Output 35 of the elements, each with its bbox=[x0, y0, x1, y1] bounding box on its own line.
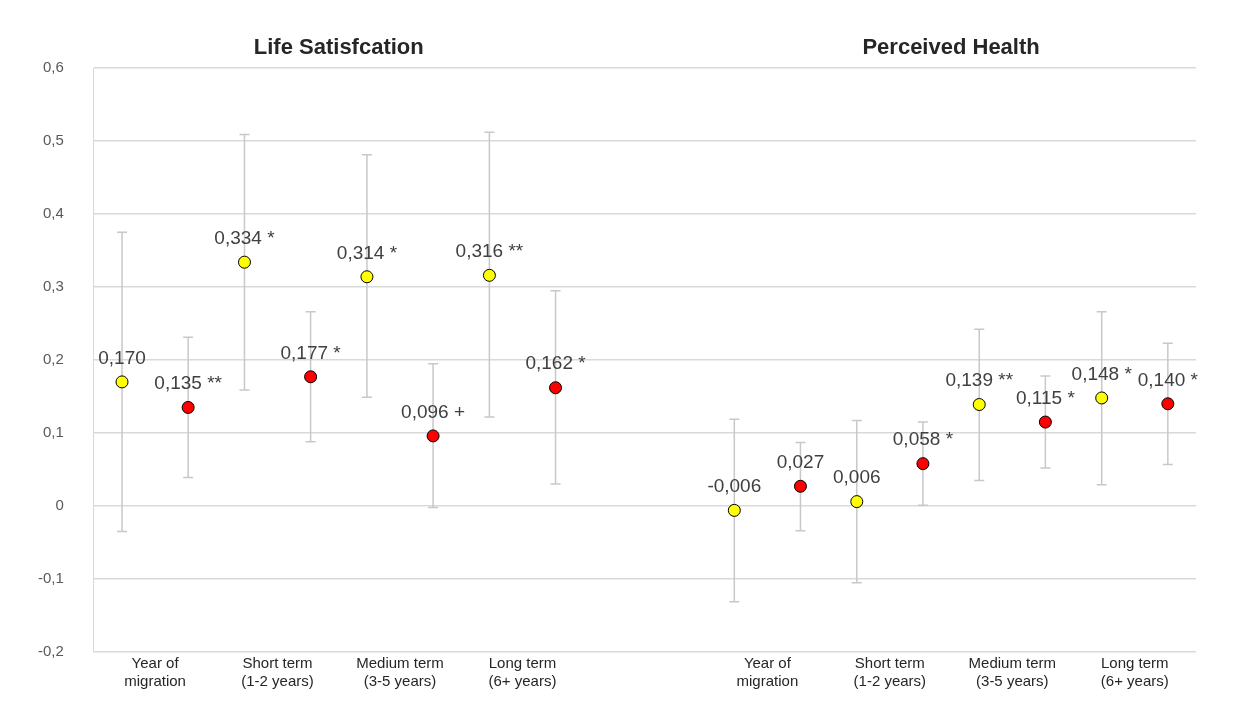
y-tick-label: 0,2 bbox=[42, 350, 64, 368]
text: Life Satisfcation bbox=[253, 34, 424, 60]
data-label: 0,058 * bbox=[892, 428, 954, 450]
data-label: 0,115 * bbox=[1015, 386, 1076, 408]
data-label: -0,006 bbox=[707, 475, 762, 497]
data-label: 0,314 * bbox=[336, 241, 398, 263]
y-tick-label: 0,1 bbox=[42, 423, 64, 441]
x-tick-label: Medium term (3-5 years) bbox=[356, 654, 444, 690]
x-tick-label: Long term (6+ years) bbox=[488, 654, 557, 690]
data-label: 0,162 * bbox=[525, 352, 587, 374]
y-tick-label: 0 bbox=[55, 496, 64, 514]
y-tick-label: 0,3 bbox=[42, 277, 64, 295]
y-tick-label: 0,5 bbox=[42, 131, 64, 149]
x-tick-label: Short term (1-2 years) bbox=[853, 654, 927, 690]
data-label: 0,096 + bbox=[401, 400, 466, 422]
y-tick-label: 0,6 bbox=[42, 58, 64, 76]
data-label: 0,177 * bbox=[280, 341, 342, 363]
x-tick-label: Year of migration bbox=[124, 654, 186, 690]
x-tick-label: Year of migration bbox=[736, 654, 799, 690]
data-label: 0,140 * bbox=[1137, 368, 1199, 390]
x-tick-label: Short term (1-2 years) bbox=[241, 654, 314, 690]
data-label: 0,334 * bbox=[214, 226, 276, 248]
data-label: 0,006 bbox=[833, 466, 881, 488]
data-label: 0,170 bbox=[98, 346, 146, 368]
y-tick-label: -0,2 bbox=[37, 642, 64, 660]
text: Perceived Health bbox=[862, 34, 1040, 60]
data-label: 0,139 ** bbox=[945, 369, 1014, 391]
y-tick-label: -0,1 bbox=[37, 569, 64, 587]
x-tick-label: Long term (6+ years) bbox=[1100, 654, 1169, 690]
data-label: 0,027 bbox=[776, 451, 825, 473]
y-tick-label: 0,4 bbox=[42, 204, 64, 222]
data-label: 0,316 ** bbox=[455, 240, 524, 262]
data-label: 0,148 * bbox=[1071, 362, 1133, 384]
data-label: 0,135 ** bbox=[154, 372, 223, 394]
x-tick-label: Medium term (3-5 years) bbox=[968, 654, 1057, 690]
